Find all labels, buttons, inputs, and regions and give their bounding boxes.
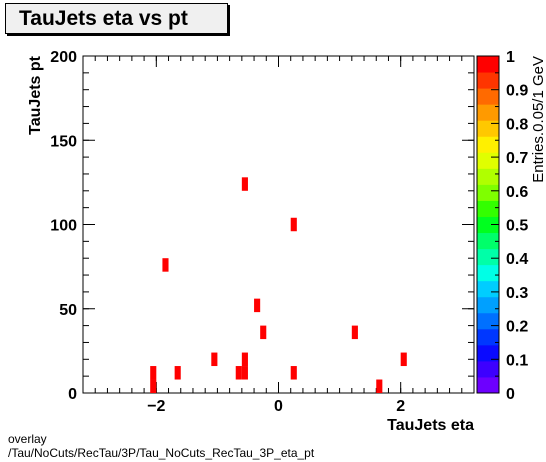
heatmap-bin bbox=[351, 325, 358, 340]
palette-tick-label: 0.1 bbox=[506, 352, 528, 369]
palette-segment bbox=[477, 328, 499, 346]
footer-path: /Tau/NoCuts/RecTau/3P/Tau_NoCuts_RecTau_… bbox=[8, 446, 315, 460]
palette-tick-label: 0.4 bbox=[506, 251, 528, 268]
palette-segment bbox=[477, 72, 499, 89]
palette-segment bbox=[477, 248, 499, 266]
footer-label: overlay bbox=[8, 432, 47, 446]
palette-segment bbox=[477, 280, 499, 298]
y-tick-label: 150 bbox=[50, 133, 77, 150]
heatmap-bin bbox=[290, 366, 297, 380]
heatmap-bin bbox=[260, 325, 267, 340]
palette-tick-label: 0 bbox=[506, 386, 515, 403]
palette-segment bbox=[477, 56, 499, 73]
palette-segment bbox=[477, 264, 499, 282]
y-axis-label: TauJets pt bbox=[27, 55, 44, 135]
palette-segment bbox=[477, 136, 499, 153]
heatmap-bin bbox=[150, 366, 157, 380]
palette-segment bbox=[477, 152, 499, 169]
heatmap-bin bbox=[162, 258, 169, 272]
palette-segment bbox=[477, 104, 499, 121]
heatmap-bin bbox=[235, 366, 242, 380]
palette-segment bbox=[477, 168, 499, 185]
y-tick-label: 50 bbox=[59, 302, 77, 319]
x-tick-label: 2 bbox=[396, 398, 405, 415]
plot-frame bbox=[82, 55, 475, 394]
palette-tick-label: 0.9 bbox=[506, 83, 528, 100]
y-tick-label: 200 bbox=[50, 49, 77, 66]
x-tick-label: 0 bbox=[274, 398, 283, 415]
palette-segment bbox=[477, 200, 499, 217]
heatmap-bin bbox=[400, 352, 407, 367]
palette-segment bbox=[477, 376, 499, 394]
heatmap-bin bbox=[254, 298, 261, 313]
heatmap-bin bbox=[290, 217, 297, 232]
heatmap-bin bbox=[211, 352, 218, 367]
palette-axis-label: Entries.0.05/1 GeV bbox=[530, 56, 546, 183]
x-axis-label: TauJets eta bbox=[387, 417, 474, 434]
chart-title: TauJets eta vs pt bbox=[19, 7, 188, 30]
palette-segment bbox=[477, 312, 499, 330]
palette-tick-label: 1 bbox=[506, 49, 515, 66]
palette-segment bbox=[477, 360, 499, 378]
palette-segment bbox=[477, 184, 499, 201]
heatmap-bin bbox=[241, 177, 248, 191]
x-tick-label: −2 bbox=[147, 398, 165, 415]
palette-segment bbox=[477, 232, 499, 250]
palette-tick-label: 0.6 bbox=[506, 184, 528, 201]
palette-segment bbox=[477, 88, 499, 105]
palette-segment bbox=[477, 120, 499, 137]
palette-tick-label: 0.5 bbox=[506, 218, 528, 235]
heatmap-bin bbox=[174, 366, 181, 380]
heatmap-bin bbox=[150, 379, 157, 393]
palette-tick-label: 0.2 bbox=[506, 319, 528, 336]
y-tick-label: 100 bbox=[50, 218, 77, 235]
title-box: TauJets eta vs pt bbox=[5, 3, 228, 34]
y-tick-label: 0 bbox=[68, 386, 77, 403]
heatmap-bin bbox=[376, 379, 383, 393]
heatmap-bin bbox=[241, 352, 248, 367]
palette-tick-label: 0.7 bbox=[506, 150, 528, 167]
palette-tick-label: 0.8 bbox=[506, 116, 528, 133]
palette-segment bbox=[477, 216, 499, 234]
heatmap-bin bbox=[241, 366, 248, 380]
palette-segment bbox=[477, 344, 499, 362]
palette-tick-label: 0.3 bbox=[506, 285, 528, 302]
palette-segment bbox=[477, 296, 499, 314]
